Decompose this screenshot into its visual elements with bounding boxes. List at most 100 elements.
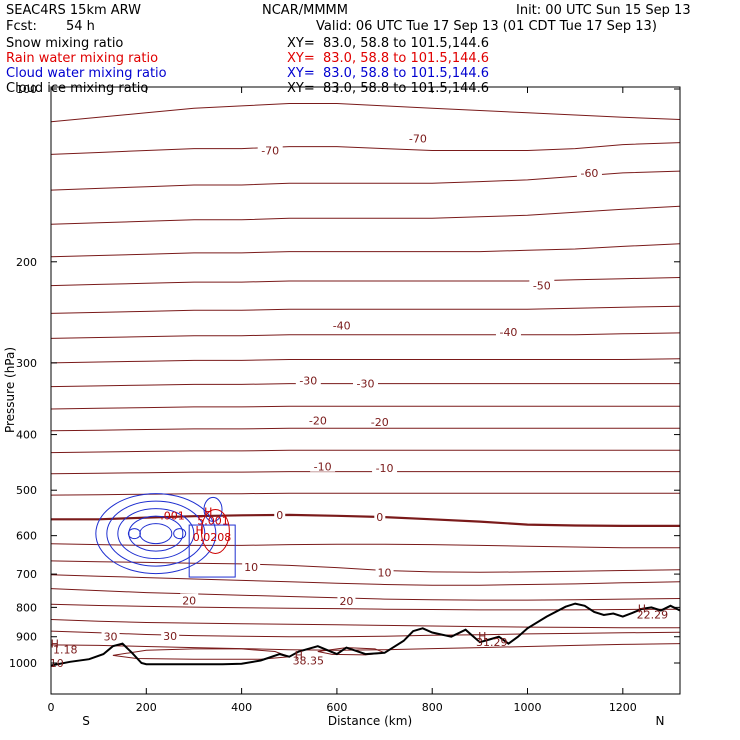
plot-frame: [50, 86, 681, 695]
forecast-label: Fcst:: [6, 19, 37, 34]
cloud-water-contour-1: [106, 500, 206, 567]
y-tick-label-3: 400: [16, 429, 37, 442]
temperature-contour-19: [51, 588, 680, 601]
field-rain-xy: XY= 83.0, 58.8 to 101.5,144.6: [287, 51, 490, 66]
cloud-water-contour-0: [95, 493, 217, 575]
cloud-water-contour-4: [139, 523, 173, 545]
contour-label-16: 20: [182, 594, 196, 607]
contour-label-bg-18: [101, 629, 120, 642]
field-snow-xy: XY= 83.0, 58.8 to 101.5,144.6: [287, 36, 490, 51]
contour-label-bg-6: [295, 373, 321, 386]
y-tick-label-6: 700: [16, 568, 37, 581]
x-axis-label: Distance (km): [328, 714, 412, 728]
temperature-contour-15: [51, 513, 680, 527]
contour-label-13: 0: [376, 511, 383, 524]
temperature-contour-8: [51, 358, 680, 364]
x-tick-label-0: 0: [48, 701, 55, 714]
temperature-contour-23: [51, 643, 680, 651]
temperature-contour-14: [51, 492, 680, 496]
temperature-contour-4: [51, 243, 680, 258]
temperature-contour-16: [51, 543, 680, 549]
closed-contour-0: [112, 648, 290, 660]
rain-contour-0: [200, 508, 230, 554]
contour-label-9: -20: [371, 416, 389, 429]
extremum-label-10: 5.001: [197, 515, 229, 528]
cloud-water-cell-2: [203, 496, 223, 522]
extremum-label-12: 0.0208: [193, 531, 232, 544]
temperature-contour-13: [51, 471, 680, 475]
temperature-contour-10: [51, 405, 680, 410]
contour-label-bg-3: [529, 278, 555, 291]
field-cloudwater-xy: XY= 83.0, 58.8 to 101.5,144.6: [287, 66, 490, 81]
temperature-contour-7: [51, 332, 680, 339]
contour-label-6: -30: [299, 375, 317, 388]
y-tick-label-2: 300: [16, 357, 37, 370]
model-title: SEAC4RS 15km ARW: [6, 3, 142, 18]
extremum-label-11: H: [196, 524, 204, 537]
field-cloudice-xy: XY= 83.0, 58.8 to 101.5,144.6: [287, 81, 490, 96]
contour-label-1: -70: [409, 133, 427, 146]
cloud-water-cell-1: [173, 528, 187, 540]
y-tick-label-5: 600: [16, 530, 37, 543]
contour-label-3: -50: [533, 280, 551, 293]
extremum-label-1: 1.18: [53, 644, 78, 657]
contour-label-bg-2: [576, 165, 602, 178]
contour-label-bg-1: [405, 131, 431, 144]
terrain-profile: [50, 602, 681, 667]
valid-time: Valid: 06 UTC Tue 17 Sep 13 (01 CDT Tue …: [316, 19, 657, 34]
field-rain-name: Rain water mixing ratio: [6, 51, 159, 66]
extremum-label-9: H: [204, 506, 212, 519]
contour-label-15: 10: [378, 566, 392, 579]
x-tick-label-2: 400: [231, 701, 252, 714]
extremum-label-7: 22.29: [637, 608, 669, 621]
extremum-label-0: H: [51, 638, 59, 651]
contour-label-0: -70: [261, 145, 279, 158]
field-cloudwater-name: Cloud water mixing ratio: [6, 66, 167, 81]
temperature-contour-17: [51, 560, 680, 573]
y-tick-label-9: 1000: [9, 657, 37, 670]
center-title: NCAR/MMMM: [262, 3, 348, 18]
contour-label-2: -60: [580, 167, 598, 180]
temperature-contour-12: [51, 449, 680, 454]
contour-label-bg-10: [310, 459, 336, 472]
temperature-contour-2: [51, 170, 680, 191]
x-tick-label-3: 600: [326, 701, 347, 714]
contour-label-bg-15: [375, 565, 394, 578]
extremum-label-13: .001: [160, 509, 185, 522]
x-tick-label-4: 800: [422, 701, 443, 714]
y-tick-label-8: 900: [16, 631, 37, 644]
contour-label-bg-13: [374, 510, 386, 523]
contour-label-17: 20: [339, 595, 353, 608]
extremum-label-6: H: [638, 603, 646, 616]
field-snow-name: Snow mixing ratio: [6, 36, 124, 51]
cloud-water-box: [188, 524, 236, 578]
y-axis-label: Pressure (hPa): [3, 347, 17, 433]
contour-label-8: -20: [309, 414, 327, 427]
temperature-contour-0: [51, 103, 680, 123]
temperature-contour-3: [51, 205, 680, 225]
contour-label-bg-8: [305, 413, 331, 426]
contour-label-14: 10: [244, 561, 258, 574]
temperature-contour-22: [51, 630, 680, 638]
y-tick-label-7: 800: [16, 601, 37, 614]
contour-labels: -70 -70 -60 -50 -40 -40 -30 -30 -20 -20 -10 -10 0 0 10…: [50, 131, 669, 670]
cloud-water-cell-0: [127, 528, 141, 540]
x-tick-label-5: 1000: [514, 701, 542, 714]
temperature-contour-20: [51, 603, 680, 611]
contour-label-4: -40: [333, 319, 351, 332]
contour-label-11: -10: [376, 462, 394, 475]
extremum-label-5: 31.29: [476, 636, 508, 649]
temperature-contour-21: [51, 619, 680, 629]
cloud-water-contour-2: [117, 508, 195, 560]
endpoint-north: N: [656, 714, 665, 728]
contour-label-bg-17: [337, 594, 356, 607]
axes: 0 200 400 600 800 1000 12001002003004005006007…: [9, 83, 680, 714]
endpoint-south: S: [82, 714, 90, 728]
contour-label-19: 30: [163, 630, 177, 643]
contour-label-bg-5: [495, 324, 521, 337]
extremum-label-2: H: [295, 649, 303, 662]
forecast-hour: 54 h: [66, 19, 95, 34]
terrain-line: [50, 602, 681, 667]
temperature-contour-1: [51, 142, 680, 155]
contour-label-5: -40: [499, 326, 517, 339]
